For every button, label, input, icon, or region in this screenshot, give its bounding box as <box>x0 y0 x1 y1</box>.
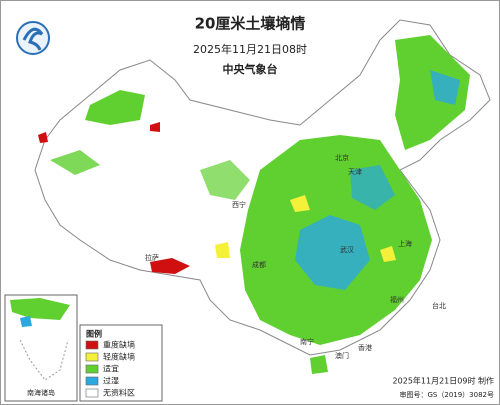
legend-swatch <box>85 364 99 374</box>
place-label: 台北 <box>432 301 446 310</box>
moisture-areas <box>38 35 470 374</box>
legend-title: 图例 <box>86 329 102 339</box>
approval-number: 审图号：GS（2019）3082号 <box>400 390 495 399</box>
legend-label: 过湿 <box>103 376 119 386</box>
place-label: 福州 <box>390 295 404 304</box>
made-time: 2025年11月21日09时 制作 <box>393 376 494 386</box>
legend-label: 轻度缺墒 <box>103 352 135 362</box>
time: 2025年11月21日08时 <box>193 42 307 56</box>
inset: 南海诸岛 <box>4 294 78 402</box>
place-label: 天津 <box>348 168 362 176</box>
inset-label: 南海诸岛 <box>27 388 55 397</box>
place-label: 北京 <box>335 153 349 162</box>
logo <box>16 21 50 55</box>
place-label: 香港 <box>358 343 372 352</box>
place-label: 西宁 <box>232 200 246 209</box>
place-label: 澳门 <box>335 351 349 360</box>
legend-label: 重度缺墒 <box>103 340 135 350</box>
title: 20厘米土壤墒情 <box>195 15 306 33</box>
legend-swatch <box>85 352 99 362</box>
legend-swatch <box>85 388 99 398</box>
legend-label: 无资料区 <box>103 388 135 398</box>
place-label: 上海 <box>398 239 412 248</box>
issuer: 中央气象台 <box>223 62 278 76</box>
place-label: 拉萨 <box>145 253 159 262</box>
legend-label: 适宜 <box>103 364 119 374</box>
legend-swatch <box>85 376 99 386</box>
place-label: 南宁 <box>300 337 314 346</box>
place-label: 武汉 <box>340 245 354 254</box>
legend-swatch <box>85 340 99 350</box>
place-label: 成都 <box>252 260 266 269</box>
